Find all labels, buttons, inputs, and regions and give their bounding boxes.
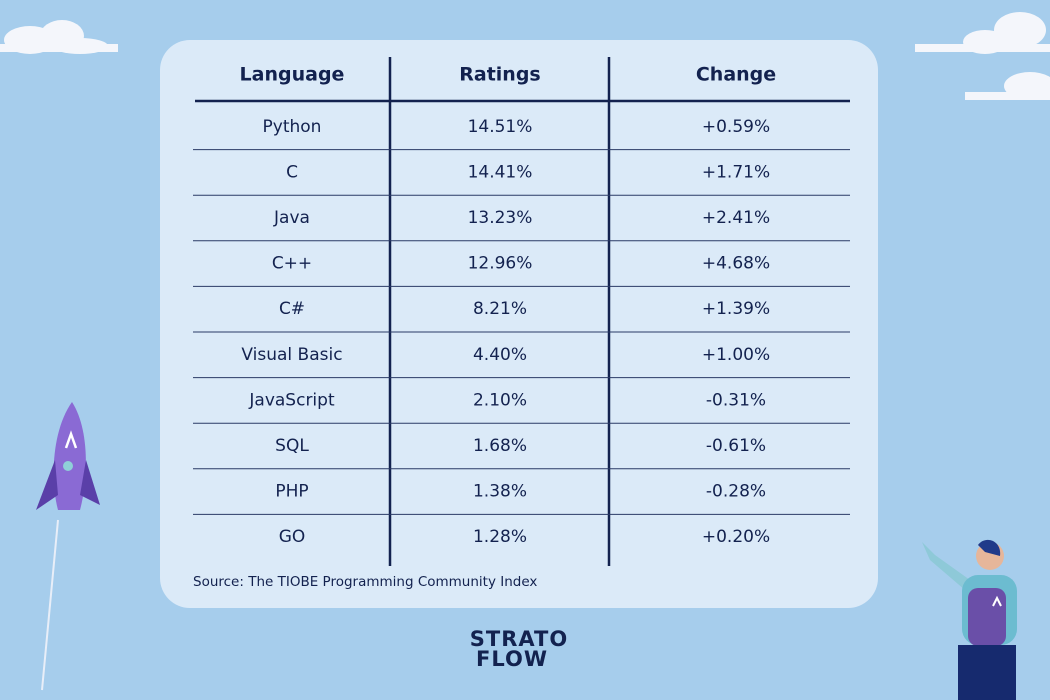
table-cell: 1.38%	[473, 482, 527, 502]
table-cell: +1.39%	[702, 299, 770, 319]
column-header: Change	[696, 64, 776, 86]
table-cell: -0.61%	[706, 436, 766, 456]
table-cell: GO	[279, 527, 306, 547]
logo-line: FLOW	[476, 647, 548, 671]
column-header: Ratings	[459, 64, 540, 86]
table-cell: 14.41%	[468, 162, 533, 182]
table-cell: +1.00%	[702, 345, 770, 365]
table-cell: SQL	[275, 436, 309, 456]
table-cell: C++	[272, 254, 312, 274]
table-card	[160, 40, 878, 608]
column-header: Language	[240, 64, 345, 86]
table-cell: Python	[263, 117, 322, 137]
table-cell: 1.28%	[473, 527, 527, 547]
table-cell: 14.51%	[468, 117, 533, 137]
table-cell: -0.28%	[706, 482, 766, 502]
table-cell: 4.40%	[473, 345, 527, 365]
table-cell: C	[286, 162, 298, 182]
table-cell: +2.41%	[702, 208, 770, 228]
table-cell: PHP	[275, 482, 308, 502]
table-cell: 8.21%	[473, 299, 527, 319]
table-cell: +0.20%	[702, 527, 770, 547]
person-illustration	[922, 539, 1017, 700]
table-cell: +0.59%	[702, 117, 770, 137]
table-cell: JavaScript	[248, 390, 335, 410]
source-note: Source: The TIOBE Programming Community …	[193, 574, 537, 590]
table-cell: +4.68%	[702, 254, 770, 274]
table-cell: +1.71%	[702, 162, 770, 182]
table-cell: 12.96%	[468, 254, 533, 274]
table-cell: 2.10%	[473, 390, 527, 410]
cloud	[915, 12, 1050, 100]
table: Language Ratings Change Python 14.51% +0.59% C…	[193, 57, 850, 566]
logo-line: STRATO	[470, 627, 568, 651]
cloud	[0, 20, 118, 54]
table-cell: C#	[279, 299, 305, 319]
table-cell: 13.23%	[468, 208, 533, 228]
rocket-illustration	[36, 402, 100, 691]
table-cell: Java	[273, 208, 310, 228]
table-cell: Visual Basic	[241, 345, 342, 365]
table-cell: 1.68%	[473, 436, 527, 456]
table-cell: -0.31%	[706, 390, 766, 410]
